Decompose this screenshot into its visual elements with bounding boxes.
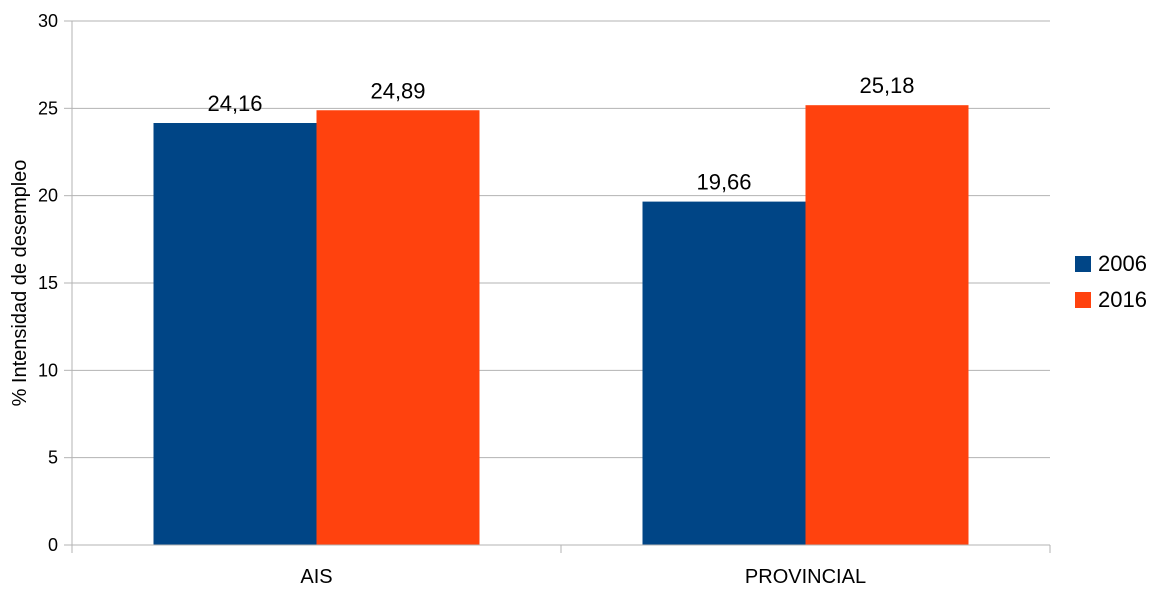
data-label: 25,18 xyxy=(859,73,914,98)
x-category-labels: AIS PROVINCIAL xyxy=(300,566,866,588)
legend-swatch-2016 xyxy=(1075,292,1091,308)
bar-2016-provincial xyxy=(805,105,969,545)
y-tick-label: 0 xyxy=(48,535,58,555)
bar-2006-provincial xyxy=(642,201,806,545)
y-tick-label: 25 xyxy=(38,98,58,118)
y-tick-label: 10 xyxy=(38,360,58,380)
data-labels: 24,16 24,89 19,66 25,18 xyxy=(207,73,914,194)
y-tick-label: 5 xyxy=(48,448,58,468)
data-label: 24,89 xyxy=(370,78,425,103)
bar-2016-ais xyxy=(316,110,480,545)
y-axis-title: % Intensidad de desempleo xyxy=(9,160,31,407)
x-category-label: AIS xyxy=(300,566,332,588)
axes xyxy=(64,20,1051,553)
legend: 2006 2016 xyxy=(1075,251,1147,312)
data-label: 24,16 xyxy=(207,91,262,116)
bars xyxy=(153,105,969,545)
legend-label-2006: 2006 xyxy=(1098,251,1147,276)
y-tick-label: 20 xyxy=(38,186,58,206)
data-label: 19,66 xyxy=(696,170,751,195)
x-category-label: PROVINCIAL xyxy=(745,566,866,588)
legend-swatch-2006 xyxy=(1075,256,1091,272)
y-tick-labels: 0 5 10 15 20 25 30 xyxy=(38,11,58,555)
y-tick-label: 30 xyxy=(38,11,58,31)
legend-label-2016: 2016 xyxy=(1098,287,1147,312)
y-tick-label: 15 xyxy=(38,273,58,293)
bar-2006-ais xyxy=(153,123,317,545)
